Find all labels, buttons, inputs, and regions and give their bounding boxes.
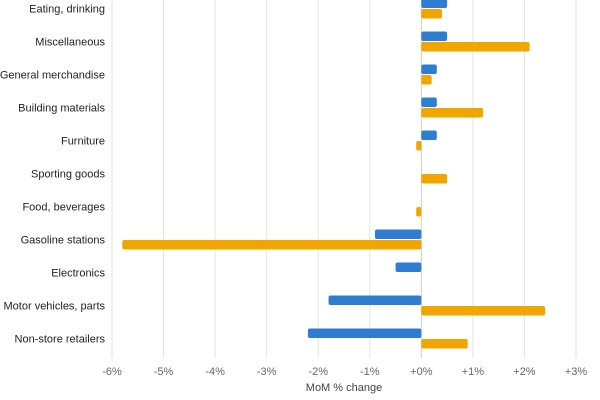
bar-series-2-3 — [421, 108, 484, 118]
bar-series-1-2 — [421, 64, 437, 74]
x-tick-label: +2% — [513, 366, 536, 378]
bar-series-1-4 — [421, 130, 437, 140]
x-tick-label: -2% — [308, 366, 328, 378]
category-label: Non-store retailers — [15, 334, 106, 346]
bar-series-2-4 — [416, 141, 422, 151]
category-label: Sporting goods — [31, 169, 105, 181]
bar-series-1-10 — [307, 328, 422, 338]
category-label: Furniture — [61, 136, 105, 148]
bar-series-2-1 — [421, 42, 530, 52]
x-tick-label: -4% — [205, 366, 225, 378]
bar-series-1-1 — [421, 31, 448, 41]
bar-series-2-9 — [421, 306, 546, 316]
category-label: Miscellaneous — [35, 37, 105, 49]
grid-layer — [111, 0, 577, 358]
category-label: Electronics — [51, 268, 105, 280]
bar-series-2-0 — [421, 9, 442, 19]
category-label: Building materials — [18, 103, 105, 115]
bar-series-2-6 — [416, 207, 422, 217]
x-tick-label: -5% — [154, 366, 174, 378]
bar-layer — [122, 0, 546, 349]
category-label: Motor vehicles, parts — [4, 301, 106, 313]
x-tick-label: +3% — [565, 366, 588, 378]
category-label: General merchandise — [0, 70, 105, 82]
bar-series-1-8 — [395, 262, 422, 272]
category-label: Eating, drinking — [29, 4, 105, 16]
bar-series-2-5 — [421, 174, 448, 184]
bar-series-1-0 — [421, 0, 448, 8]
bar-series-2-7 — [122, 240, 422, 250]
x-tick-label: -1% — [360, 366, 380, 378]
bar-series-1-3 — [421, 97, 437, 107]
category-label: Gasoline stations — [21, 235, 106, 247]
bar-series-2-2 — [421, 75, 432, 85]
x-axis-title: MoM % change — [306, 382, 382, 394]
bar-series-1-9 — [328, 295, 422, 305]
bar-series-1-7 — [374, 229, 422, 239]
x-tick-label: +0% — [410, 366, 433, 378]
x-tick-label: +1% — [462, 366, 485, 378]
x-tick-label: -3% — [257, 366, 277, 378]
category-label: Food, beverages — [22, 202, 105, 214]
label-layer: -6% -5% -4% -3% -2% -1% +0% +1% +2% +3% Eating, dr… — [0, 4, 587, 379]
bar-series-2-10 — [421, 339, 468, 349]
x-tick-label: -6% — [102, 366, 122, 378]
